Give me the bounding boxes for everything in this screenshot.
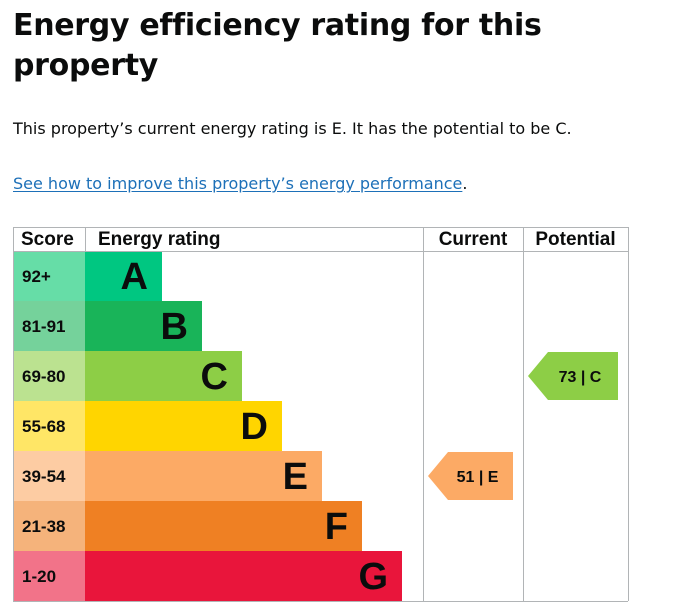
score-cell-f — [13, 501, 85, 551]
score-label-a: 92+ — [22, 267, 51, 286]
header-potential: Potential — [535, 229, 615, 250]
improve-performance-link[interactable]: See how to improve this property’s energ… — [13, 174, 463, 193]
rating-bands: 92+ A 81-91 B 69-80 C 55-68 D 39-54 E 21-38 F 1-20 G — [13, 251, 402, 601]
score-label-d: 55-68 — [22, 417, 65, 436]
score-label-e: 39-54 — [22, 467, 66, 486]
rating-arrows: 51 | E 73 | C — [428, 352, 618, 500]
chart-grid — [13, 227, 629, 602]
score-cell-b — [13, 301, 85, 351]
rating-bar-g — [85, 551, 402, 601]
score-label-g: 1-20 — [22, 567, 56, 586]
rating-letter-f: F — [325, 506, 348, 548]
score-cell-g — [13, 551, 85, 601]
potential-rating-arrow-label: 73 | C — [559, 369, 602, 386]
rating-letter-a: A — [121, 256, 148, 298]
score-label-b: 81-91 — [22, 317, 65, 336]
potential-rating-arrow — [528, 352, 618, 400]
score-label-f: 21-38 — [22, 517, 65, 536]
rating-bar-f — [85, 501, 362, 551]
rating-summary: This property’s current energy rating is… — [13, 119, 572, 138]
rating-bar-b — [85, 301, 202, 351]
rating-letter-b: B — [161, 306, 188, 348]
header-energy-rating: Energy rating — [98, 229, 220, 250]
score-label-c: 69-80 — [22, 367, 65, 386]
link-suffix: . — [462, 174, 468, 193]
current-rating-arrow — [428, 452, 513, 500]
rating-letter-c: C — [201, 356, 228, 398]
score-cell-d — [13, 401, 85, 451]
header-current: Current — [439, 229, 508, 250]
rating-bar-d — [85, 401, 282, 451]
rating-bar-e — [85, 451, 322, 501]
rating-letter-g: G — [358, 556, 388, 598]
chart-headers: Score Energy rating Current Potential — [21, 229, 616, 250]
rating-bar-c — [85, 351, 242, 401]
score-cell-c — [13, 351, 85, 401]
rating-letter-d: D — [241, 406, 268, 448]
header-score: Score — [21, 229, 74, 250]
page-title: Energy efficiency rating for this proper… — [13, 8, 542, 83]
score-cell-a — [13, 251, 85, 301]
score-cell-e — [13, 451, 85, 501]
rating-letter-e: E — [283, 456, 308, 498]
improve-link-paragraph: See how to improve this property’s energ… — [13, 173, 467, 195]
current-rating-arrow-label: 51 | E — [457, 469, 499, 486]
rating-bar-a — [85, 251, 162, 301]
